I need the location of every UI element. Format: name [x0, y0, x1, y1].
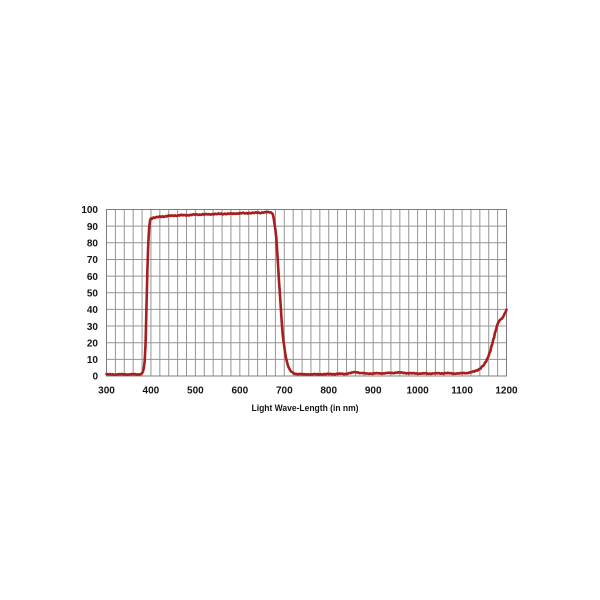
svg-text:900: 900 — [365, 385, 382, 396]
svg-text:800: 800 — [320, 385, 337, 396]
svg-text:100: 100 — [81, 205, 98, 216]
svg-text:30: 30 — [87, 322, 99, 333]
svg-text:20: 20 — [87, 338, 99, 349]
svg-text:400: 400 — [143, 385, 160, 396]
svg-text:1000: 1000 — [406, 385, 429, 396]
svg-text:60: 60 — [87, 272, 99, 283]
svg-text:90: 90 — [87, 222, 99, 233]
svg-text:1200: 1200 — [495, 385, 518, 396]
svg-text:300: 300 — [98, 385, 115, 396]
svg-text:1100: 1100 — [451, 385, 473, 396]
svg-text:70: 70 — [87, 255, 99, 266]
svg-text:40: 40 — [87, 305, 99, 316]
svg-text:700: 700 — [276, 385, 293, 396]
svg-text:0: 0 — [92, 372, 98, 383]
svg-text:600: 600 — [231, 385, 248, 396]
svg-text:Light Wave-Length (in nm): Light Wave-Length (in nm) — [252, 403, 359, 414]
svg-text:10: 10 — [87, 355, 99, 366]
svg-text:50: 50 — [87, 288, 99, 299]
svg-text:80: 80 — [87, 239, 99, 250]
svg-text:500: 500 — [187, 385, 204, 396]
